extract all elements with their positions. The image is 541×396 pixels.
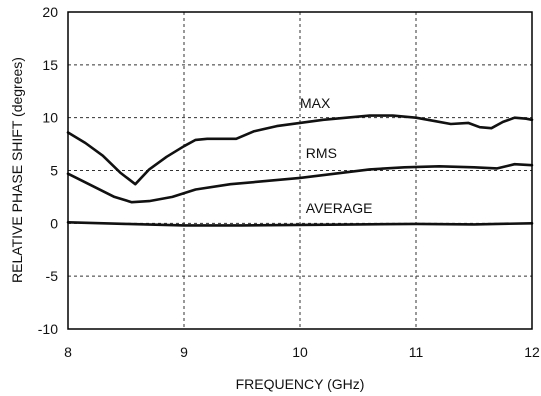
grid-lines: [68, 12, 532, 329]
y-tick-label: -10: [38, 321, 58, 337]
y-axis-label: RELATIVE PHASE SHIFT (degrees): [9, 57, 25, 283]
series-labels: MAX RMS AVERAGE: [300, 95, 372, 216]
plot-frame: [67, 11, 533, 330]
y-tick-label: 15: [42, 57, 58, 73]
series-label-rms: RMS: [306, 145, 337, 161]
y-tick-label: -5: [46, 268, 59, 284]
series-line-average: [66, 221, 534, 227]
series-lines: [66, 114, 534, 227]
y-tick-labels: -10 -5 0 5 10 15 20: [38, 4, 58, 337]
x-axis-label: FREQUENCY (GHz): [236, 376, 365, 392]
x-tick-label: 12: [524, 344, 540, 360]
y-tick-label: 5: [50, 163, 58, 179]
x-tick-label: 10: [292, 344, 308, 360]
series-line-rms: [66, 162, 534, 204]
x-tick-label: 8: [64, 344, 72, 360]
y-tick-label: 10: [42, 110, 58, 126]
y-tick-label: 20: [42, 4, 58, 20]
x-tick-label: 11: [409, 344, 424, 360]
series-label-average: AVERAGE: [306, 200, 373, 216]
x-tick-labels: 8 9 10 11 12: [64, 344, 540, 360]
series-label-max: MAX: [300, 95, 331, 111]
series-line-max: [66, 114, 534, 186]
x-tick-label: 9: [180, 344, 188, 360]
y-tick-label: 0: [50, 215, 58, 231]
